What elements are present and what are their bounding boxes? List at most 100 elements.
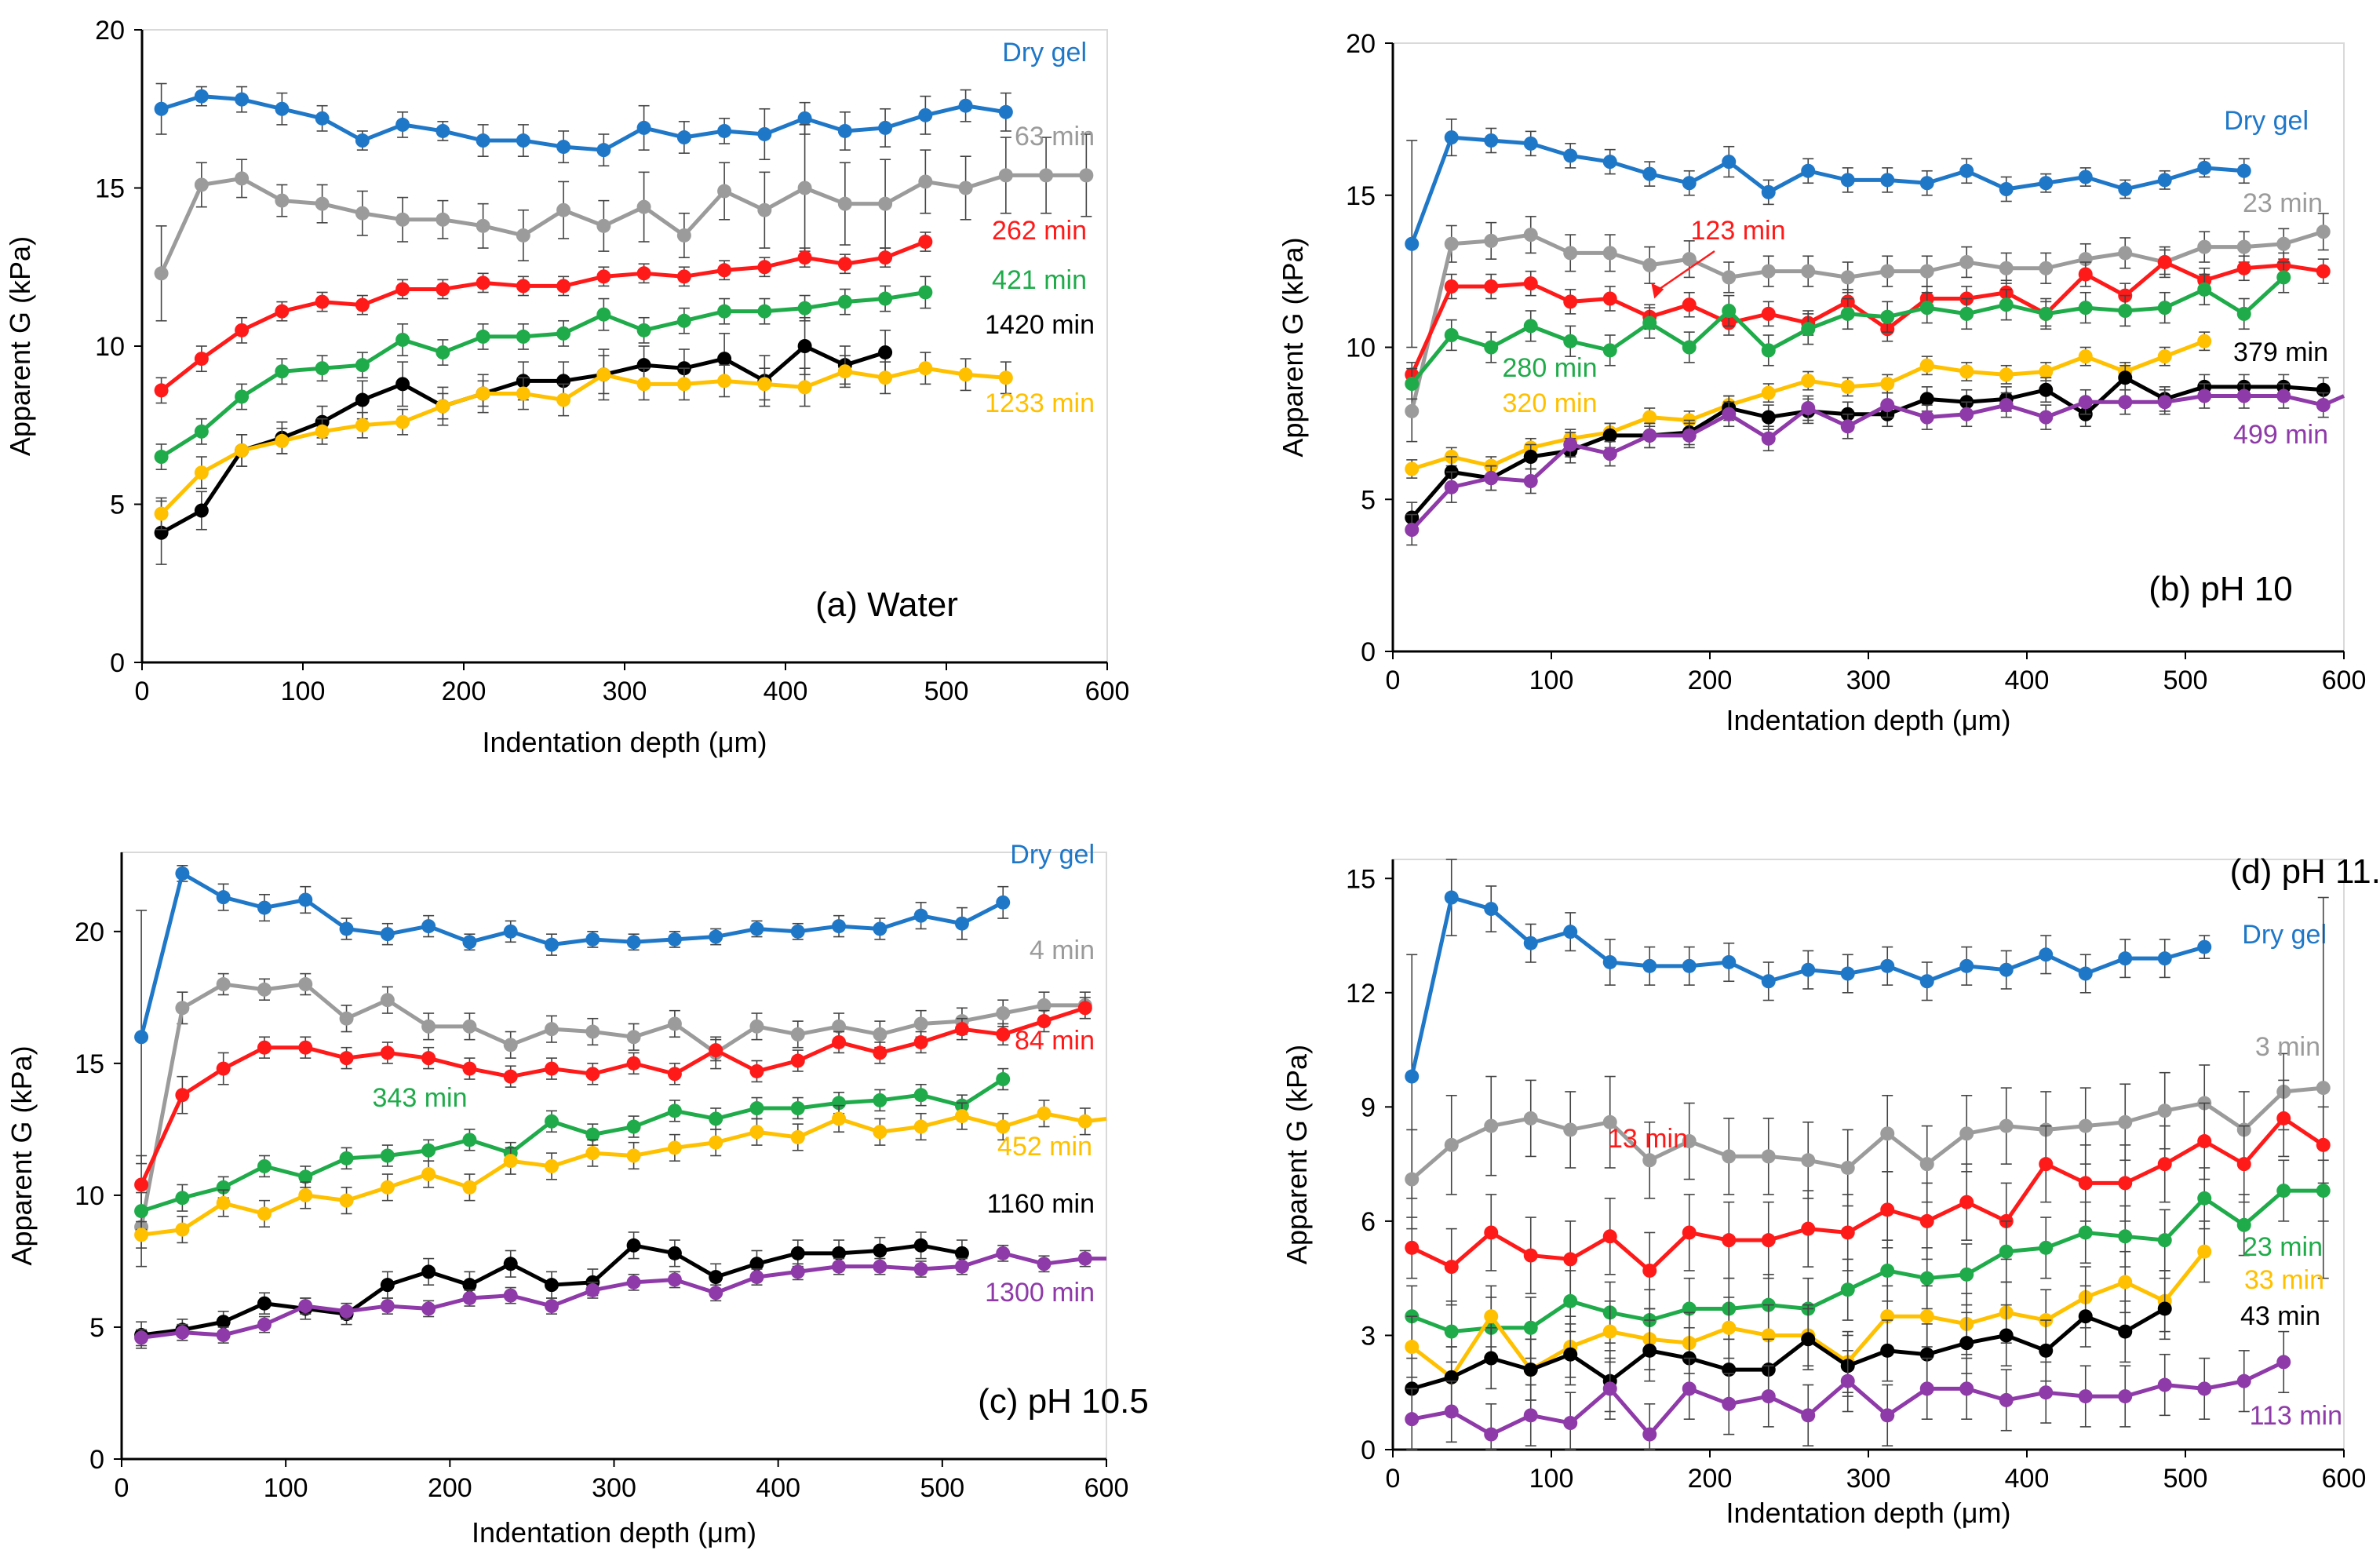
series-line xyxy=(1411,1188,2324,1334)
data-point xyxy=(2039,306,2054,321)
y-tick-label: 9 xyxy=(1361,1093,1376,1122)
y-tick-label: 15 xyxy=(1346,181,1376,211)
data-point xyxy=(1801,264,1816,279)
data-point xyxy=(1959,1195,1974,1209)
data-point xyxy=(1523,319,1538,334)
data-point xyxy=(1801,374,1816,389)
data-point xyxy=(2078,1176,2093,1191)
data-point xyxy=(913,1034,928,1049)
data-point xyxy=(832,1034,847,1049)
data-point xyxy=(1484,1309,1499,1324)
data-point xyxy=(996,895,1011,910)
series-1300-min: 1300 min xyxy=(134,1244,1106,1347)
data-point xyxy=(1959,364,1974,379)
data-point xyxy=(1722,1149,1737,1164)
data-point xyxy=(1444,480,1459,494)
data-point xyxy=(2236,306,2251,321)
data-point xyxy=(667,1104,682,1118)
data-point xyxy=(2039,364,2054,379)
data-point xyxy=(1919,974,1934,989)
series-dry-gel: Dry gel xyxy=(134,840,1095,1165)
data-point xyxy=(873,1259,887,1274)
data-point xyxy=(1563,1416,1578,1431)
data-point xyxy=(1919,1271,1934,1286)
data-point xyxy=(626,1275,641,1290)
data-point xyxy=(1405,1069,1420,1084)
data-point xyxy=(1801,962,1816,977)
data-point xyxy=(2078,1309,2093,1324)
data-point xyxy=(596,269,611,284)
data-point xyxy=(2197,1134,2212,1149)
series-63-min: 63 min xyxy=(154,122,1095,322)
data-point xyxy=(1801,1221,1816,1236)
data-point xyxy=(636,266,651,281)
series-label: 280 min xyxy=(1503,353,1598,383)
data-point xyxy=(154,506,169,521)
data-point xyxy=(2118,246,2133,261)
y-tick-label: 15 xyxy=(75,1049,104,1079)
x-tick-label: 0 xyxy=(115,1473,129,1503)
data-point xyxy=(2316,1081,2331,1096)
data-point xyxy=(2236,389,2251,403)
data-point xyxy=(626,1238,641,1253)
data-point xyxy=(709,1286,723,1301)
y-tick-label: 5 xyxy=(1361,485,1376,515)
data-point xyxy=(2197,160,2212,175)
data-point xyxy=(1840,306,1855,321)
data-point xyxy=(1563,1293,1578,1308)
data-point xyxy=(717,263,732,278)
data-point xyxy=(1444,279,1459,294)
data-point xyxy=(1484,902,1499,917)
data-point xyxy=(918,235,933,250)
data-point xyxy=(832,1096,847,1111)
data-point xyxy=(257,982,272,997)
data-point xyxy=(216,1315,231,1330)
data-point xyxy=(2039,1157,2054,1172)
data-point xyxy=(154,383,169,398)
data-point xyxy=(545,1114,559,1129)
data-point xyxy=(878,250,893,265)
series-line xyxy=(140,1077,1004,1213)
data-point xyxy=(1523,1248,1538,1263)
data-point xyxy=(1682,297,1697,312)
y-tick-label: 20 xyxy=(1346,29,1376,59)
data-point xyxy=(1840,1160,1855,1175)
series-262-min: 262 min xyxy=(154,216,1087,404)
data-point xyxy=(878,370,893,385)
data-point xyxy=(954,1022,969,1037)
data-point xyxy=(216,977,231,992)
data-point xyxy=(790,1246,805,1260)
data-point xyxy=(545,1022,559,1037)
data-point xyxy=(275,304,290,319)
x-tick-label: 200 xyxy=(428,1473,472,1503)
data-point xyxy=(395,117,410,132)
data-point xyxy=(1039,168,1054,183)
data-point xyxy=(257,1040,272,1055)
data-point xyxy=(298,1187,313,1202)
series-dry-gel: Dry gel xyxy=(1405,859,2327,1199)
data-point xyxy=(1880,1263,1895,1278)
data-point xyxy=(2078,301,2093,316)
data-point xyxy=(2078,170,2093,184)
data-point xyxy=(1722,954,1737,969)
data-point xyxy=(275,193,290,208)
series-4-min: 4 min xyxy=(134,936,1095,1268)
data-point xyxy=(395,377,410,392)
data-point xyxy=(757,260,772,275)
data-point xyxy=(298,1299,313,1314)
data-point xyxy=(2276,1111,2291,1125)
data-point xyxy=(2197,334,2212,348)
x-tick-label: 500 xyxy=(924,677,969,706)
data-point xyxy=(1682,252,1697,267)
data-point xyxy=(585,1282,600,1297)
data-point xyxy=(1840,1225,1855,1240)
data-point xyxy=(2316,398,2331,413)
data-point xyxy=(545,1158,559,1173)
data-point xyxy=(873,1093,887,1107)
x-tick-label: 500 xyxy=(2163,1464,2208,1494)
data-point xyxy=(1919,264,1934,279)
data-point xyxy=(1563,1122,1578,1137)
data-point xyxy=(2039,382,2054,397)
data-point xyxy=(1037,1014,1052,1029)
data-point xyxy=(1037,1106,1052,1121)
